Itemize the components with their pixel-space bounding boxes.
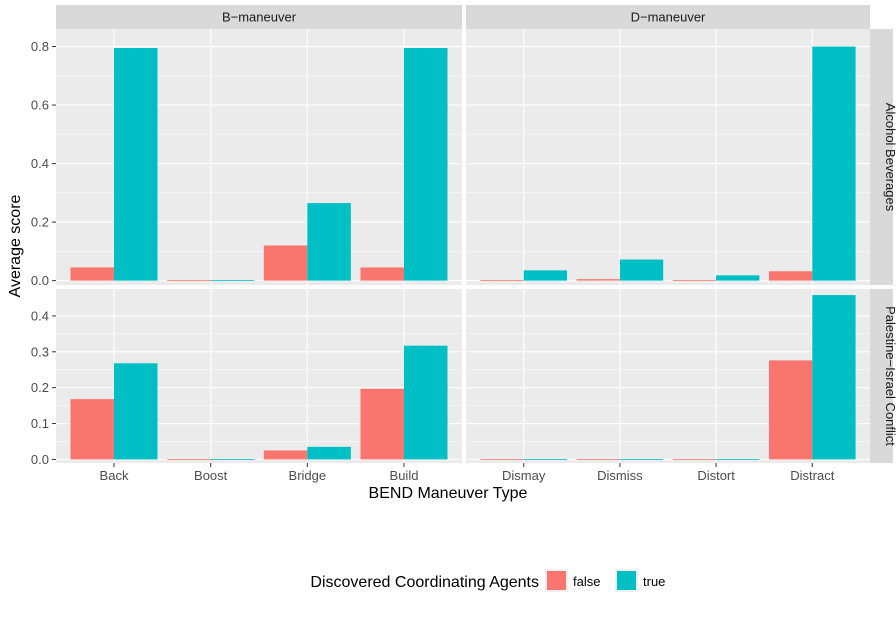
bar-true-bridge: [307, 203, 351, 281]
bar-false-distort: [672, 280, 717, 281]
y-tick-label: 0.0: [31, 452, 49, 467]
bar-true-back: [114, 48, 158, 281]
bar-false-distract: [769, 271, 813, 281]
legend-key-false: [547, 571, 566, 590]
bar-true-dismay: [523, 459, 567, 460]
facet-strip-row-label: Palestine−Israel Conflict: [883, 306, 896, 446]
x-tick-label: Bridge: [289, 468, 327, 483]
facet-strip-row-label: Alcohol Beverages: [883, 103, 896, 212]
bar-false-dismay: [480, 280, 524, 281]
bar-false-back: [70, 267, 114, 281]
bar-false-distract: [769, 360, 813, 460]
facet-strip-label: B−maneuver: [222, 10, 297, 25]
bar-true-dismiss: [619, 259, 664, 281]
bar-false-distort: [672, 459, 717, 460]
y-tick-label: 0.3: [31, 344, 49, 359]
legend-key-true: [617, 571, 636, 590]
y-tick-label: 0.4: [31, 308, 49, 323]
bar-false-build: [360, 388, 404, 460]
bar-false-dismiss: [576, 279, 620, 281]
bar-true-distract: [812, 46, 856, 281]
facet-strip-b-maneuver: [56, 5, 462, 29]
x-axis-title: BEND Maneuver Type: [369, 485, 528, 502]
bar-true-boost: [210, 459, 255, 460]
bar-true-distort: [716, 275, 760, 281]
bar-true-build: [404, 48, 448, 281]
legend-label-false: false: [573, 574, 600, 589]
facet-strip-d-maneuver: [466, 5, 870, 29]
bar-false-boost: [167, 280, 211, 281]
facet-strip-row-1: [870, 29, 893, 285]
bar-false-back: [70, 399, 114, 460]
panel-background: [466, 29, 870, 285]
y-tick-label: 0.4: [31, 156, 49, 171]
x-tick-label: Distract: [790, 468, 834, 483]
y-tick-label: 0.2: [31, 215, 49, 230]
bar-false-bridge: [263, 245, 308, 281]
y-tick-label: 0.8: [31, 39, 49, 54]
y-tick-label: 0.0: [31, 273, 49, 288]
y-tick-label: 0.6: [31, 98, 49, 113]
bar-false-dismay: [480, 459, 524, 460]
legend-title: Discovered Coordinating Agents: [310, 574, 539, 591]
y-axis-title: Average score: [7, 194, 24, 297]
bar-true-distort: [716, 459, 760, 460]
bar-false-bridge: [263, 450, 308, 460]
bar-true-bridge: [307, 446, 351, 460]
bar-true-distract: [812, 295, 856, 460]
facet-strip-row-2: [870, 289, 893, 463]
bar-true-boost: [210, 280, 255, 281]
bar-true-dismay: [523, 270, 567, 281]
bar-true-back: [114, 363, 158, 460]
x-tick-label: Build: [390, 468, 419, 483]
x-tick-label: Boost: [194, 468, 228, 483]
bar-false-boost: [167, 459, 211, 460]
y-tick-label: 0.2: [31, 380, 49, 395]
facet-strip-label: D−maneuver: [631, 10, 706, 25]
x-tick-label: Distort: [697, 468, 735, 483]
x-tick-label: Dismay: [502, 468, 546, 483]
bar-true-build: [404, 345, 448, 460]
x-tick-label: Back: [100, 468, 129, 483]
bar-false-build: [360, 267, 404, 281]
bar-false-dismiss: [576, 459, 620, 460]
y-tick-label: 0.1: [31, 416, 49, 431]
x-tick-label: Dismiss: [597, 468, 643, 483]
legend-label-true: true: [643, 574, 665, 589]
bar-true-dismiss: [619, 459, 664, 460]
